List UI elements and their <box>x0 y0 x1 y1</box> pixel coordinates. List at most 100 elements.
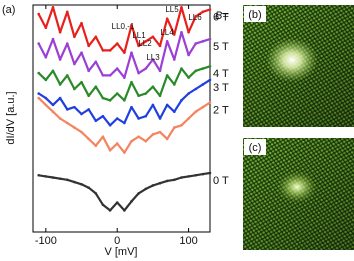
series-point <box>115 67 119 70</box>
series-point <box>108 148 112 152</box>
series-point <box>51 69 55 73</box>
series-point <box>137 192 140 195</box>
series-point <box>37 92 41 95</box>
y-axis-label: dI/dV [a.u.] <box>5 91 17 144</box>
series-point <box>165 179 169 183</box>
series-point <box>123 121 126 125</box>
series-point <box>101 203 105 207</box>
series-point <box>65 178 69 182</box>
series-point <box>80 80 83 84</box>
series-point <box>87 44 90 48</box>
x-tick-label: 100 <box>179 235 197 247</box>
series-point <box>37 173 41 177</box>
series-point <box>58 177 62 180</box>
series-point <box>58 58 62 61</box>
annotation: LL6 <box>188 13 202 22</box>
series-point <box>137 117 140 120</box>
series-point <box>94 192 98 195</box>
series-point <box>115 117 119 120</box>
series-point <box>165 74 169 77</box>
series-point <box>108 209 112 212</box>
annotation: LL0,-1 <box>112 22 135 31</box>
series-point <box>130 200 133 203</box>
series-point <box>165 103 169 107</box>
legend-label: 2 T <box>213 105 229 117</box>
legend-label: 5 T <box>213 41 229 53</box>
series-point <box>201 105 205 109</box>
series-point <box>101 74 105 77</box>
series-point <box>180 5 183 9</box>
series-point <box>180 124 183 127</box>
series-point <box>108 99 112 102</box>
series-point <box>180 176 183 179</box>
series-point <box>65 10 69 14</box>
x-tick-label: -100 <box>35 235 57 247</box>
series-point <box>144 114 148 118</box>
series-point <box>108 49 112 52</box>
panel-label: (c) <box>249 142 262 154</box>
series-point <box>208 64 212 68</box>
annotation: LL2 <box>138 39 152 48</box>
series-point <box>101 49 105 52</box>
series-point <box>51 37 55 41</box>
series-point <box>180 30 183 34</box>
series-point <box>194 69 198 73</box>
series-point <box>115 42 119 45</box>
legend-label: 4 T <box>213 68 229 80</box>
legend-label: 0 T <box>213 175 229 187</box>
series-point <box>87 94 90 98</box>
series-point <box>158 44 162 48</box>
series-point <box>208 171 212 175</box>
series-point <box>101 96 105 100</box>
series-point <box>101 114 105 118</box>
series-point <box>158 69 162 73</box>
series-point <box>123 51 126 54</box>
series-point <box>123 76 126 79</box>
series-point <box>51 5 55 9</box>
series-point <box>173 33 176 36</box>
series-point <box>94 119 98 123</box>
series-point <box>51 176 55 179</box>
series-point <box>37 71 41 75</box>
panel-label: (b) <box>248 9 261 21</box>
series-point <box>87 69 90 73</box>
series-line <box>38 78 211 127</box>
stm-image-c: (c) <box>243 138 354 250</box>
series-point <box>130 139 133 143</box>
series-point <box>94 60 98 64</box>
series-point <box>51 110 55 113</box>
plot-frame <box>32 4 211 233</box>
legend-title: B= <box>215 10 229 22</box>
series-point <box>201 67 205 70</box>
series-point <box>165 40 169 43</box>
series-point <box>173 58 176 61</box>
series-point <box>144 67 148 70</box>
panel-label: (a) <box>2 4 15 16</box>
series-point <box>94 35 98 39</box>
series-point <box>187 76 190 79</box>
series-point <box>80 130 83 134</box>
series-point <box>73 126 76 129</box>
series-point <box>173 83 176 86</box>
x-axis-label: V [mV] <box>104 246 137 258</box>
series-point <box>208 8 212 11</box>
series-point <box>94 144 98 148</box>
series-point <box>65 121 69 125</box>
series-point <box>158 94 162 98</box>
series-point <box>58 30 62 34</box>
series-point <box>201 172 205 176</box>
series-point <box>180 67 183 70</box>
series-point <box>158 181 162 185</box>
series-point <box>108 74 112 77</box>
series-point <box>137 71 140 75</box>
stm-image-b: (b) <box>243 5 354 127</box>
series-point <box>87 108 90 111</box>
series-point <box>194 15 198 18</box>
series-point <box>44 103 48 107</box>
series-point <box>137 44 140 48</box>
series-point <box>201 83 205 86</box>
series-point <box>130 24 133 27</box>
series-point <box>144 92 148 95</box>
series-point <box>108 124 112 127</box>
series-point <box>44 78 48 82</box>
